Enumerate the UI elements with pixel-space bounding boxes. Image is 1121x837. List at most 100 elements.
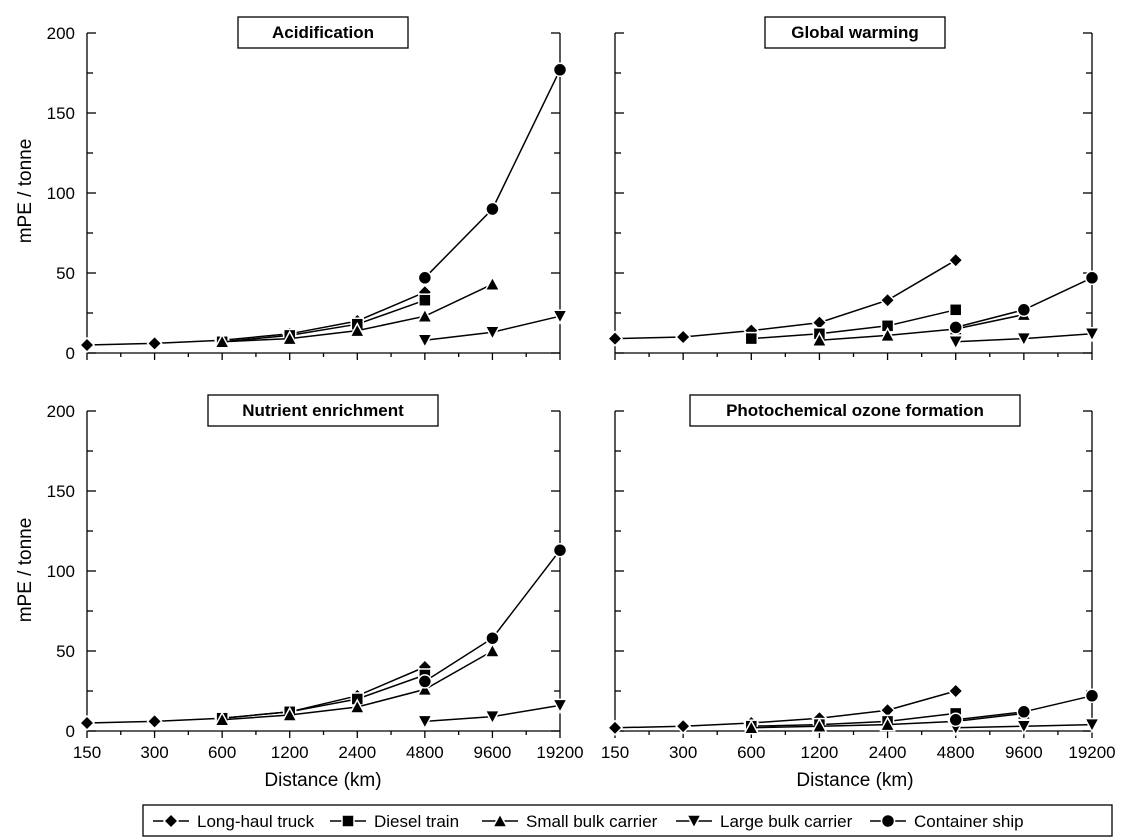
legend-entry: Diesel train bbox=[330, 812, 459, 831]
series-triangle-up bbox=[213, 642, 501, 727]
x-tick-label: 2400 bbox=[869, 743, 907, 762]
series-diamond bbox=[78, 284, 433, 354]
x-tick-label: 1200 bbox=[801, 743, 839, 762]
y-tick-label: 50 bbox=[56, 642, 75, 661]
y-axis-label-bottom: mPE / tonne bbox=[15, 518, 36, 623]
data-point-triangle-up bbox=[213, 711, 231, 727]
x-tick-label: 300 bbox=[669, 743, 697, 762]
data-point-diamond bbox=[78, 336, 96, 354]
data-point-diamond bbox=[146, 713, 163, 730]
data-point-square bbox=[418, 293, 432, 307]
data-point-triangle-up bbox=[416, 307, 434, 323]
data-point-circle bbox=[1084, 688, 1100, 704]
legend-entry: Container ship bbox=[870, 812, 1024, 831]
series-triangle-down bbox=[416, 698, 569, 730]
panel-title-text: Photochemical ozone formation bbox=[726, 401, 984, 420]
data-point-triangle-up bbox=[281, 706, 298, 722]
x-tick-label: 150 bbox=[601, 743, 629, 762]
data-point-circle bbox=[1016, 704, 1032, 720]
x-tick-label: 9600 bbox=[1005, 743, 1043, 762]
data-point-triangle-down bbox=[484, 709, 501, 726]
data-point-triangle-up bbox=[281, 330, 298, 346]
series-triangle-down bbox=[947, 327, 1101, 351]
data-point-circle bbox=[1016, 302, 1032, 318]
panel-4: 150 300 600 1200 2400 4800 9600 19200 Photochemi… bbox=[601, 394, 1116, 762]
data-point-triangle-up bbox=[416, 680, 434, 697]
data-point-circle bbox=[1084, 270, 1100, 286]
series-line bbox=[424, 69, 561, 279]
data-point-triangle-down bbox=[1083, 717, 1101, 734]
x-axis-label-right: Distance (km) bbox=[796, 770, 913, 791]
legend-label: Small bulk carrier bbox=[526, 812, 658, 831]
data-point-triangle-up bbox=[743, 719, 760, 735]
data-point-triangle-up bbox=[879, 716, 896, 732]
data-point-triangle-down bbox=[947, 335, 964, 351]
legend-marker-circle bbox=[880, 813, 896, 829]
series-line bbox=[614, 690, 956, 729]
data-point-circle bbox=[417, 674, 433, 689]
series-line bbox=[86, 291, 426, 346]
legend-marker-triangle-up bbox=[491, 812, 509, 828]
data-point-triangle-up bbox=[484, 275, 501, 291]
panel-1: 0 50 100 150 200 Acidification bbox=[47, 16, 569, 363]
data-point-triangle-up bbox=[811, 717, 828, 733]
x-tick-label: 300 bbox=[140, 743, 168, 762]
data-point-circle bbox=[485, 201, 500, 217]
panel-title-text: Acidification bbox=[272, 23, 374, 42]
x-tick-label: 150 bbox=[73, 743, 101, 762]
data-point-diamond bbox=[675, 328, 692, 346]
y-tick-label: 0 bbox=[66, 722, 75, 741]
data-point-diamond bbox=[947, 252, 964, 269]
y-tick-label: 100 bbox=[47, 562, 75, 581]
data-point-diamond bbox=[78, 714, 96, 732]
panel-title: Global warming bbox=[764, 16, 946, 49]
x-tick-label: 19200 bbox=[1068, 743, 1115, 762]
x-tick-label: 4800 bbox=[937, 743, 975, 762]
data-point-triangle-down bbox=[551, 698, 569, 714]
x-tick-label: 600 bbox=[208, 743, 236, 762]
series-line bbox=[751, 712, 956, 727]
x-tick-label: 19200 bbox=[536, 743, 583, 762]
legend-entry: Long-haul truck bbox=[153, 812, 315, 831]
y-tick-label: 50 bbox=[56, 264, 75, 283]
series-line bbox=[222, 299, 426, 343]
data-point-triangle-up bbox=[213, 333, 231, 349]
panel-title-box bbox=[237, 16, 409, 49]
legend-label: Large bulk carrier bbox=[720, 812, 853, 831]
data-point-diamond bbox=[606, 719, 624, 736]
panel-title: Photochemical ozone formation bbox=[689, 394, 1021, 427]
data-point-triangle-up bbox=[484, 642, 501, 658]
legend-marker-square bbox=[341, 814, 355, 828]
series-circle bbox=[417, 62, 568, 286]
panel-title-box bbox=[764, 16, 946, 49]
panel-title-text: Global warming bbox=[791, 23, 919, 42]
series-circle bbox=[948, 270, 1100, 335]
series-line bbox=[819, 313, 1025, 341]
panel-2: Global warming bbox=[606, 16, 1101, 360]
series-triangle-down bbox=[416, 309, 569, 349]
x-tick-label: 1200 bbox=[271, 743, 309, 762]
data-point-triangle-up bbox=[349, 322, 366, 338]
data-point-diamond bbox=[675, 718, 692, 735]
y-tick-label: 200 bbox=[47, 24, 75, 43]
y-tick-label: 100 bbox=[47, 184, 75, 203]
panel-title-box bbox=[689, 394, 1021, 427]
data-point-diamond bbox=[947, 682, 964, 700]
data-point-circle bbox=[417, 270, 433, 286]
x-tick-label: 600 bbox=[737, 743, 765, 762]
panel-3: 0 50 100 150 200 150 300 600 1200 2400 4800 9600 192… bbox=[47, 394, 584, 762]
y-tick-label: 150 bbox=[47, 104, 75, 123]
panel-title: Nutrient enrichment bbox=[207, 394, 439, 427]
data-point-circle bbox=[948, 712, 963, 728]
panel-title-text: Nutrient enrichment bbox=[242, 401, 404, 420]
data-point-triangle-down bbox=[1015, 331, 1033, 348]
y-tick-label: 0 bbox=[66, 344, 75, 363]
data-point-circle bbox=[485, 630, 500, 646]
legend-label: Container ship bbox=[914, 812, 1024, 831]
series-triangle-down bbox=[947, 717, 1101, 737]
series-square bbox=[215, 293, 432, 349]
y-tick-label: 200 bbox=[47, 402, 75, 421]
data-point-triangle-down bbox=[416, 714, 434, 730]
legend-label: Long-haul truck bbox=[197, 812, 315, 831]
